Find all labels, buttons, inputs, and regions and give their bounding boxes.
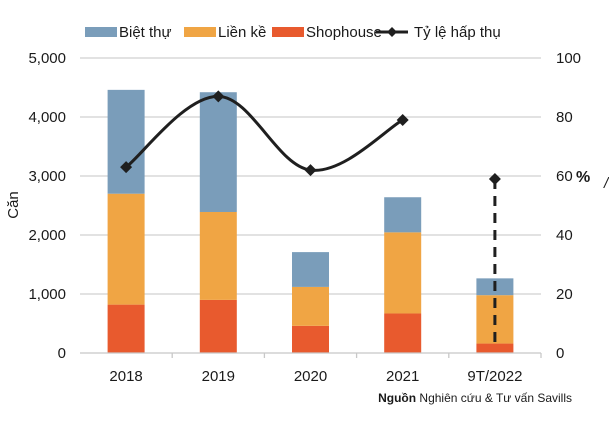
y-tick-label: 3,000: [28, 168, 66, 185]
legend-swatch: [272, 27, 304, 37]
bar-shophouse: [292, 325, 329, 353]
bar-liền-kề: [292, 286, 329, 326]
legend: Biệt thự Liền kề Shophouse Tỷ lệ hấp thụ: [85, 24, 501, 41]
y-tick-label: 4,000: [28, 109, 66, 126]
y-tick-label: 1,000: [28, 286, 66, 303]
bar-biệt-thự: [199, 92, 237, 212]
absorption-line-path: [125, 94, 404, 172]
y2-tick-label: 100: [556, 50, 581, 67]
y2-tick-label: 80: [556, 109, 573, 126]
bar-biệt-thự: [384, 197, 422, 233]
bar-liền-kề: [199, 211, 237, 300]
y-tick-label: 5,000: [28, 50, 66, 67]
y-axis-label: Căn: [5, 191, 22, 219]
source-text: Nghiên cứu & Tư vấn Savills: [419, 391, 572, 405]
bar-biệt-thự: [107, 89, 145, 194]
x-tick-label: 2018: [109, 368, 142, 385]
x-tick-label: 9T/2022: [467, 368, 522, 385]
source-note: Nguồn Nghiên cứu & Tư vấn Savills: [378, 391, 572, 405]
cropped-text-fragment: /: [603, 175, 609, 192]
y2-tick-label: 60: [556, 168, 573, 185]
x-tick-label: 2019: [202, 368, 235, 385]
legend-label: Shophouse: [306, 24, 382, 41]
absorption-line: [120, 90, 501, 349]
y2-tick-label: 40: [556, 227, 573, 244]
y2-tick-label: 0: [556, 345, 564, 362]
absorption-marker: [304, 164, 317, 177]
legend-swatch: [85, 27, 117, 37]
legend-swatch: [184, 27, 216, 37]
absorption-marker: [488, 172, 501, 185]
absorption-marker: [212, 90, 225, 103]
y-tick-label: 0: [58, 345, 66, 362]
axes: 0 1,000 2,000 3,000 4,000 5,000 0 20 40 60 80 100 20…: [28, 50, 581, 385]
x-tick-label: 2021: [386, 368, 419, 385]
absorption-marker: [120, 161, 133, 174]
y-tick-label: 2,000: [28, 227, 66, 244]
x-tick-label: 2020: [294, 368, 327, 385]
bar-biệt-thự: [292, 252, 329, 287]
legend-marker: [387, 27, 397, 37]
bar-liền-kề: [384, 232, 422, 314]
bar-shophouse: [476, 343, 514, 353]
absorption-marker: [396, 113, 409, 126]
y2-tick-label: 20: [556, 286, 573, 303]
bar-shophouse: [107, 304, 145, 353]
bars: [107, 89, 514, 353]
bar-shophouse: [199, 299, 237, 353]
y2-axis-label: %: [576, 169, 590, 186]
legend-label: Biệt thự: [119, 24, 172, 41]
legend-label: Liền kề: [218, 24, 266, 41]
legend-label: Tỷ lệ hấp thụ: [414, 24, 501, 41]
source-label: Nguồn: [378, 391, 417, 405]
bar-shophouse: [384, 313, 422, 353]
bar-liền-kề: [107, 193, 145, 305]
